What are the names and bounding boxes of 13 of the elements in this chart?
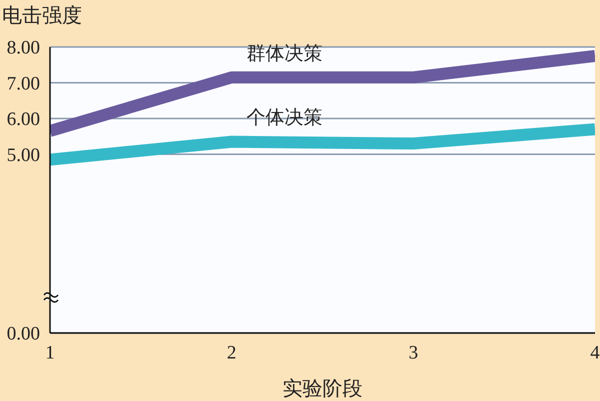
series-label: 个体决策	[246, 108, 323, 129]
series-label: 群体决策	[246, 43, 323, 64]
x-tick-label: 1	[45, 342, 55, 364]
x-axis-title: 实验阶段	[282, 378, 362, 400]
y-tick-label: 6.00	[6, 109, 40, 130]
x-tick-label: 3	[408, 342, 418, 364]
x-tick-label: 4	[590, 342, 600, 364]
y-tick-label: 0.00	[6, 324, 40, 345]
y-tick-label: 5.00	[6, 144, 40, 166]
chart-title: 电击强度	[2, 4, 82, 29]
y-tick-label: 7.00	[6, 73, 40, 94]
x-tick-label: 2	[226, 342, 236, 364]
y-tick-label: 8.00	[6, 38, 40, 59]
